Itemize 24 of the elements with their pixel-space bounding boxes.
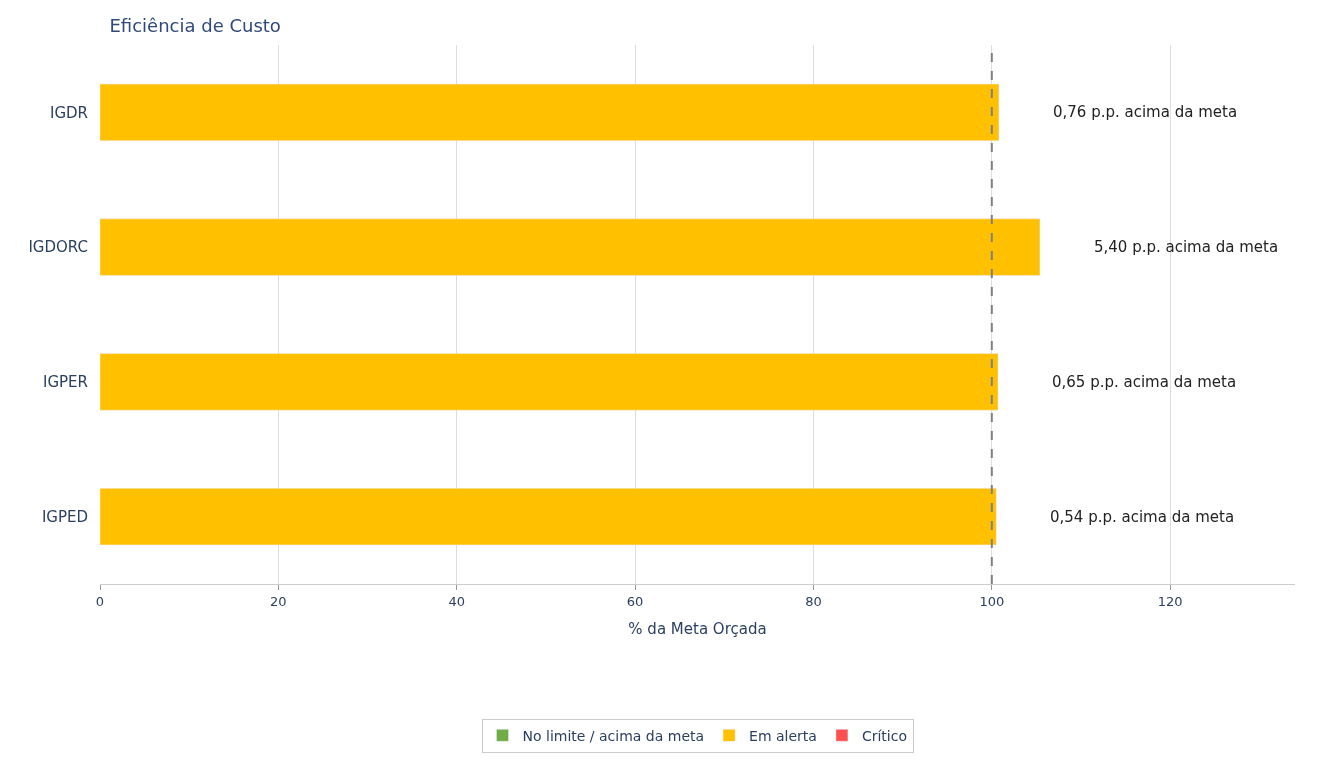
- x-tick-label: 40: [448, 593, 465, 609]
- legend-label: No limite / acima da meta: [522, 727, 705, 744]
- bar: [100, 353, 999, 411]
- y-tick-label: IGPER: [43, 373, 88, 392]
- annotation: 0,76 p.p. acima da meta: [1053, 103, 1238, 121]
- bar: [100, 218, 1041, 276]
- annotation: 5,40 p.p. acima da meta: [1094, 238, 1279, 256]
- bar: [100, 488, 997, 546]
- legend-label: Crítico: [861, 727, 907, 744]
- x-tick-label: 80: [805, 593, 822, 609]
- y-tick-label: IGDR: [49, 103, 88, 122]
- x-tick-label: 120: [1157, 593, 1183, 609]
- x-tick-label: 100: [979, 593, 1005, 609]
- x-tick-label: 20: [270, 593, 287, 609]
- x-tick-label: 0: [95, 593, 105, 609]
- y-tick-label: IGDORC: [28, 238, 88, 257]
- annotation: 0,54 p.p. acima da meta: [1050, 508, 1235, 526]
- x-axis-title: % da Meta Orçada: [628, 619, 767, 638]
- annotation: 0,65 p.p. acima da meta: [1052, 373, 1237, 391]
- x-tick-label: 60: [626, 593, 644, 609]
- legend-label: Em alerta: [749, 727, 817, 744]
- bar: [100, 83, 1000, 141]
- chart-title: Eficiência de Custo: [109, 14, 281, 36]
- y-tick-label: IGPED: [41, 507, 88, 526]
